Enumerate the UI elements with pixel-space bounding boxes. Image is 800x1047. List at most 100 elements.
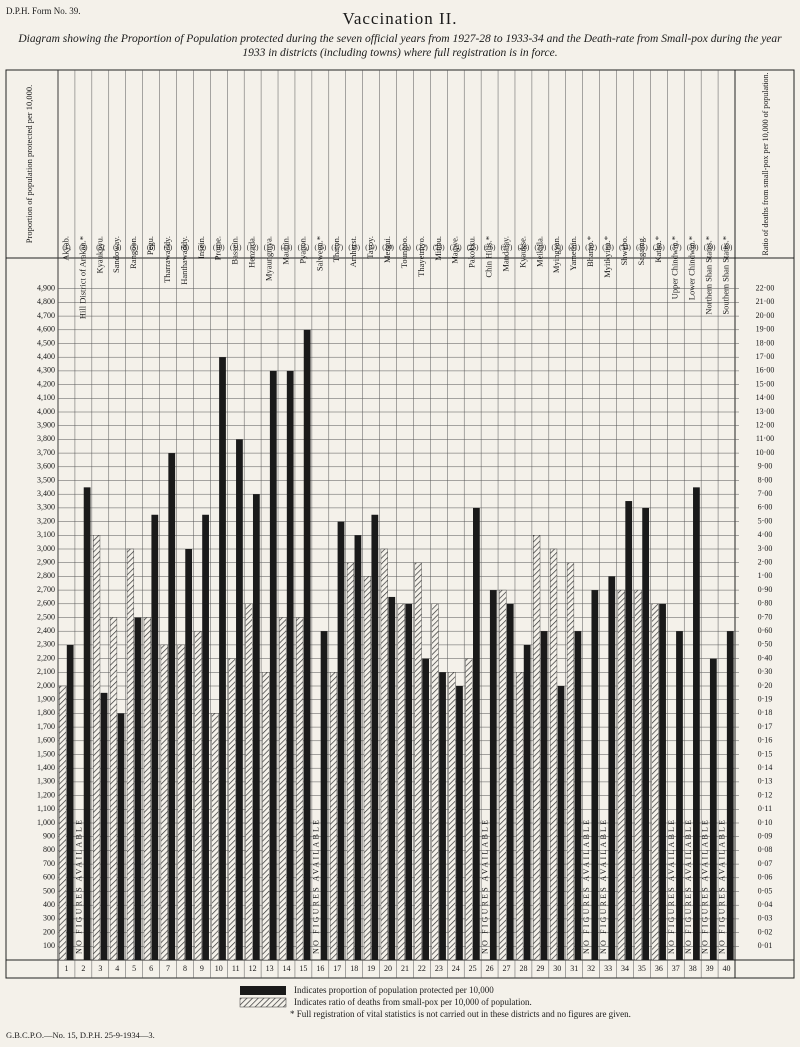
district-name: Lower Chindwin.* <box>687 236 697 300</box>
death-bar <box>177 644 185 961</box>
y2-tick-label: 0·04 <box>758 900 773 909</box>
y2-tick-label: 0·13 <box>758 777 773 786</box>
column-number: 4 <box>115 964 119 973</box>
death-bar <box>397 603 405 961</box>
y-tick-label: 300 <box>43 914 55 923</box>
district-name: Upper Chindwin.* <box>670 236 680 299</box>
column-number: 34 <box>621 964 629 973</box>
y2-tick-label: 0·90 <box>758 585 773 594</box>
death-bar <box>160 644 168 961</box>
district-name: Pakokku. <box>467 236 477 268</box>
header-number: (37) <box>670 244 682 252</box>
column-number: 33 <box>604 964 612 973</box>
district-name: Northern Shan States.* <box>704 236 714 315</box>
header-number: (23) <box>433 244 445 252</box>
y-tick-label: 2,100 <box>37 667 55 676</box>
column-number: 35 <box>638 964 646 973</box>
y-tick-label: 4,100 <box>37 393 55 402</box>
y2-tick-label: 0·15 <box>758 749 773 758</box>
y2-tick-label: 20·00 <box>756 311 775 320</box>
district-name: Rangoon. <box>128 236 138 269</box>
y2-tick-label: 0·40 <box>758 653 773 662</box>
column-number: 12 <box>249 964 257 973</box>
no-figures-note: NO FIGURES AVAILABLE <box>311 818 320 954</box>
district-name: Amherst. <box>348 236 358 267</box>
protection-bar <box>456 686 463 960</box>
header-number: (8) <box>181 244 190 252</box>
death-bar <box>126 548 135 961</box>
header-number: (16) <box>315 244 327 252</box>
death-bar <box>262 672 270 961</box>
district-name: Hanthawaddy. <box>179 236 189 285</box>
y2-tick-label: 19·00 <box>756 325 775 334</box>
header-number: (17) <box>331 244 343 252</box>
district-name: Myitkyina.* <box>602 236 612 278</box>
y-tick-label: 1,500 <box>37 749 55 758</box>
death-bar <box>93 535 101 961</box>
protection-bar <box>269 370 277 960</box>
y2-tick-label: 0·70 <box>758 612 773 621</box>
protection-bar <box>371 514 379 960</box>
protection-bar <box>100 692 108 960</box>
header-number: (10) <box>213 244 225 252</box>
header-number: (36) <box>653 244 665 252</box>
y-tick-label: 700 <box>43 859 55 868</box>
death-bar <box>346 562 355 961</box>
district-name: Toungoo. <box>399 236 409 268</box>
protection-bar <box>439 672 446 960</box>
header-number: (19) <box>365 244 377 252</box>
y2-tick-label: 0·03 <box>758 914 773 923</box>
protection-bar <box>236 439 243 960</box>
protection-bar <box>506 603 514 960</box>
death-bar <box>363 576 371 961</box>
column-number: 25 <box>469 964 477 973</box>
header-number: (5) <box>130 244 139 252</box>
protection-bar <box>591 590 599 960</box>
protection-bar <box>557 686 565 960</box>
header-number: (38) <box>687 244 699 252</box>
y-tick-label: 3,300 <box>37 503 55 512</box>
header-number: (27) <box>501 244 513 252</box>
death-bar <box>211 713 219 961</box>
protection-bar <box>151 514 159 960</box>
y-tick-label: 4,900 <box>37 284 55 293</box>
death-bar <box>533 535 541 961</box>
header-number: (2) <box>79 244 88 252</box>
header-number: (32) <box>585 244 597 252</box>
y2-tick-label: 0·05 <box>758 886 773 895</box>
protection-bar <box>202 514 209 960</box>
district-name: Mandalay. <box>500 236 510 272</box>
column-number: 17 <box>333 964 341 973</box>
y2-tick-label: 7·00 <box>758 489 773 498</box>
y-tick-label: 900 <box>43 832 55 841</box>
y-tick-label: 4,500 <box>37 338 55 347</box>
protection-bar <box>540 631 548 960</box>
column-number: 23 <box>435 964 443 973</box>
header-number: (34) <box>619 244 631 252</box>
district-name: Myaungmya. <box>264 236 274 281</box>
y-tick-label: 1,600 <box>37 736 55 745</box>
y-tick-label: 400 <box>43 900 55 909</box>
district-name: Pegu. <box>145 236 155 255</box>
death-bar <box>617 589 625 961</box>
y2-tick-label: 0·19 <box>758 695 773 704</box>
protection-bar <box>134 617 142 960</box>
header-number: (28) <box>518 244 530 252</box>
column-number: 24 <box>452 964 460 973</box>
y-tick-label: 1,300 <box>37 777 55 786</box>
no-figures-note: NO FIGURES AVAILABLE <box>74 818 83 954</box>
protection-bar <box>66 644 74 960</box>
protection-bar <box>219 357 226 960</box>
protection-bar <box>709 658 717 960</box>
y-tick-label: 600 <box>43 873 55 882</box>
protection-bar <box>676 631 683 960</box>
y-tick-label: 3,900 <box>37 421 55 430</box>
legend-swatch <box>239 997 287 1008</box>
district-name: Tavoy. <box>365 236 375 259</box>
y2-tick-label: 0·08 <box>758 845 773 854</box>
column-number: 1 <box>64 964 68 973</box>
district-name: Salween.* <box>314 236 324 271</box>
district-name: Katha.* <box>653 236 663 263</box>
death-bar <box>380 548 388 961</box>
footer: G.B.C.P.O.—No. 15, D.P.H. 25-9-1934—3. <box>6 1030 155 1040</box>
